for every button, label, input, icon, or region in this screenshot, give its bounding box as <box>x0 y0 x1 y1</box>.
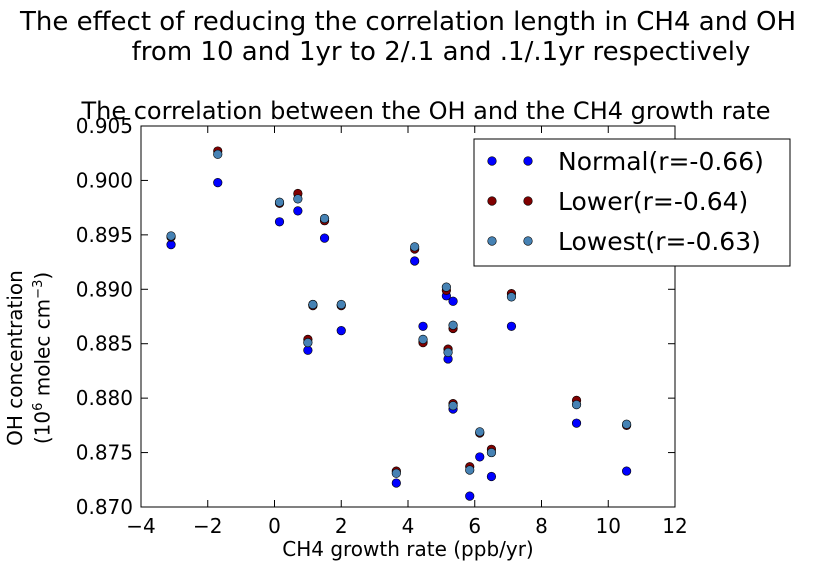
y-tick-label: 0.895 <box>76 223 133 247</box>
data-point-lowest <box>571 400 582 410</box>
data-point-lowest <box>448 320 458 330</box>
data-markers <box>166 146 632 501</box>
data-point-normal <box>410 256 420 266</box>
data-point-normal <box>319 233 330 243</box>
legend-label: Lower(r=-0.64) <box>558 187 748 216</box>
suptitle-line-1: The effect of reducing the correlation l… <box>19 7 796 37</box>
data-point-lowest <box>448 401 458 411</box>
data-point-lowest <box>213 149 223 159</box>
data-point-lowest <box>391 468 401 478</box>
data-point-normal <box>418 321 428 331</box>
data-point-normal <box>303 345 313 355</box>
y-axis-label-line-1: OH concentration <box>3 270 27 446</box>
legend-marker <box>487 196 497 206</box>
legend-marker <box>523 196 533 206</box>
data-point-normal <box>571 418 582 428</box>
data-point-lowest <box>319 213 330 224</box>
legend: Normal(r=-0.66) Lower(r=-0.64) Lowest(r=-0… <box>473 138 791 267</box>
y-tick-label: 0.900 <box>76 168 133 192</box>
x-tick-label: −2 <box>193 514 222 538</box>
suptitle-line-2: from 10 and 1yr to 2/.1 and .1/.1yr resp… <box>132 37 751 67</box>
y-tick-label: 0.870 <box>76 495 133 519</box>
x-tick-label: 0 <box>268 514 281 538</box>
legend-marker <box>487 236 497 246</box>
data-point-lowest <box>336 299 346 310</box>
x-tick-label: 2 <box>335 514 348 538</box>
x-axis-label: CH4 growth rate (ppb/yr) <box>282 537 534 561</box>
x-tick-label: 6 <box>468 514 481 538</box>
data-point-normal <box>166 240 176 250</box>
data-point-normal <box>475 452 485 462</box>
data-point-normal <box>448 296 458 306</box>
legend-marker <box>523 156 533 166</box>
x-tick-label: 8 <box>535 514 548 538</box>
legend-marker <box>487 156 497 166</box>
data-point-lowest <box>465 465 475 475</box>
y-tick-label: 0.905 <box>76 114 133 138</box>
data-point-lowest <box>441 282 451 292</box>
data-point-lowest <box>274 197 285 207</box>
data-point-lowest <box>506 292 517 302</box>
x-tick-label: 12 <box>662 514 687 538</box>
axis-ticks: −4 −2 0 2 4 6 8 10 12 0.870 0.875 0.880 0.885 0.890 0.… <box>76 114 688 538</box>
data-point-normal <box>293 206 303 216</box>
chart-title: The correlation between the OH and the C… <box>80 97 770 125</box>
y-tick-label: 0.890 <box>76 277 133 301</box>
y-axis-label-line-2: (106 molec cm−3) <box>30 271 55 445</box>
data-point-lowest <box>418 334 428 344</box>
data-point-normal <box>336 326 346 336</box>
data-point-lowest <box>303 338 313 348</box>
data-point-lowest <box>486 447 497 458</box>
data-point-lowest <box>443 347 453 358</box>
y-tick-label: 0.880 <box>76 386 133 410</box>
x-tick-label: 10 <box>596 514 621 538</box>
data-point-normal <box>622 466 632 476</box>
y-tick-label: 0.885 <box>76 332 133 356</box>
y-tick-label: 0.875 <box>76 441 133 465</box>
x-tick-label: −4 <box>126 514 155 538</box>
data-point-lowest <box>410 242 420 252</box>
data-point-lowest <box>308 299 318 310</box>
data-point-normal <box>486 471 497 482</box>
data-point-normal <box>465 491 475 501</box>
data-point-normal <box>506 321 517 331</box>
data-point-lowest <box>293 194 303 204</box>
data-point-lowest <box>622 419 632 429</box>
data-point-normal <box>213 178 223 188</box>
data-point-normal <box>391 478 401 488</box>
legend-label: Normal(r=-0.66) <box>558 147 764 176</box>
x-tick-label: 4 <box>402 514 415 538</box>
legend-marker <box>523 236 533 246</box>
y-axis-label: OH concentration (106 molec cm−3) <box>3 238 55 478</box>
legend-label: Lowest(r=-0.63) <box>558 227 761 256</box>
data-point-lowest <box>166 231 176 241</box>
data-point-lowest <box>475 427 485 437</box>
data-point-normal <box>274 217 285 227</box>
